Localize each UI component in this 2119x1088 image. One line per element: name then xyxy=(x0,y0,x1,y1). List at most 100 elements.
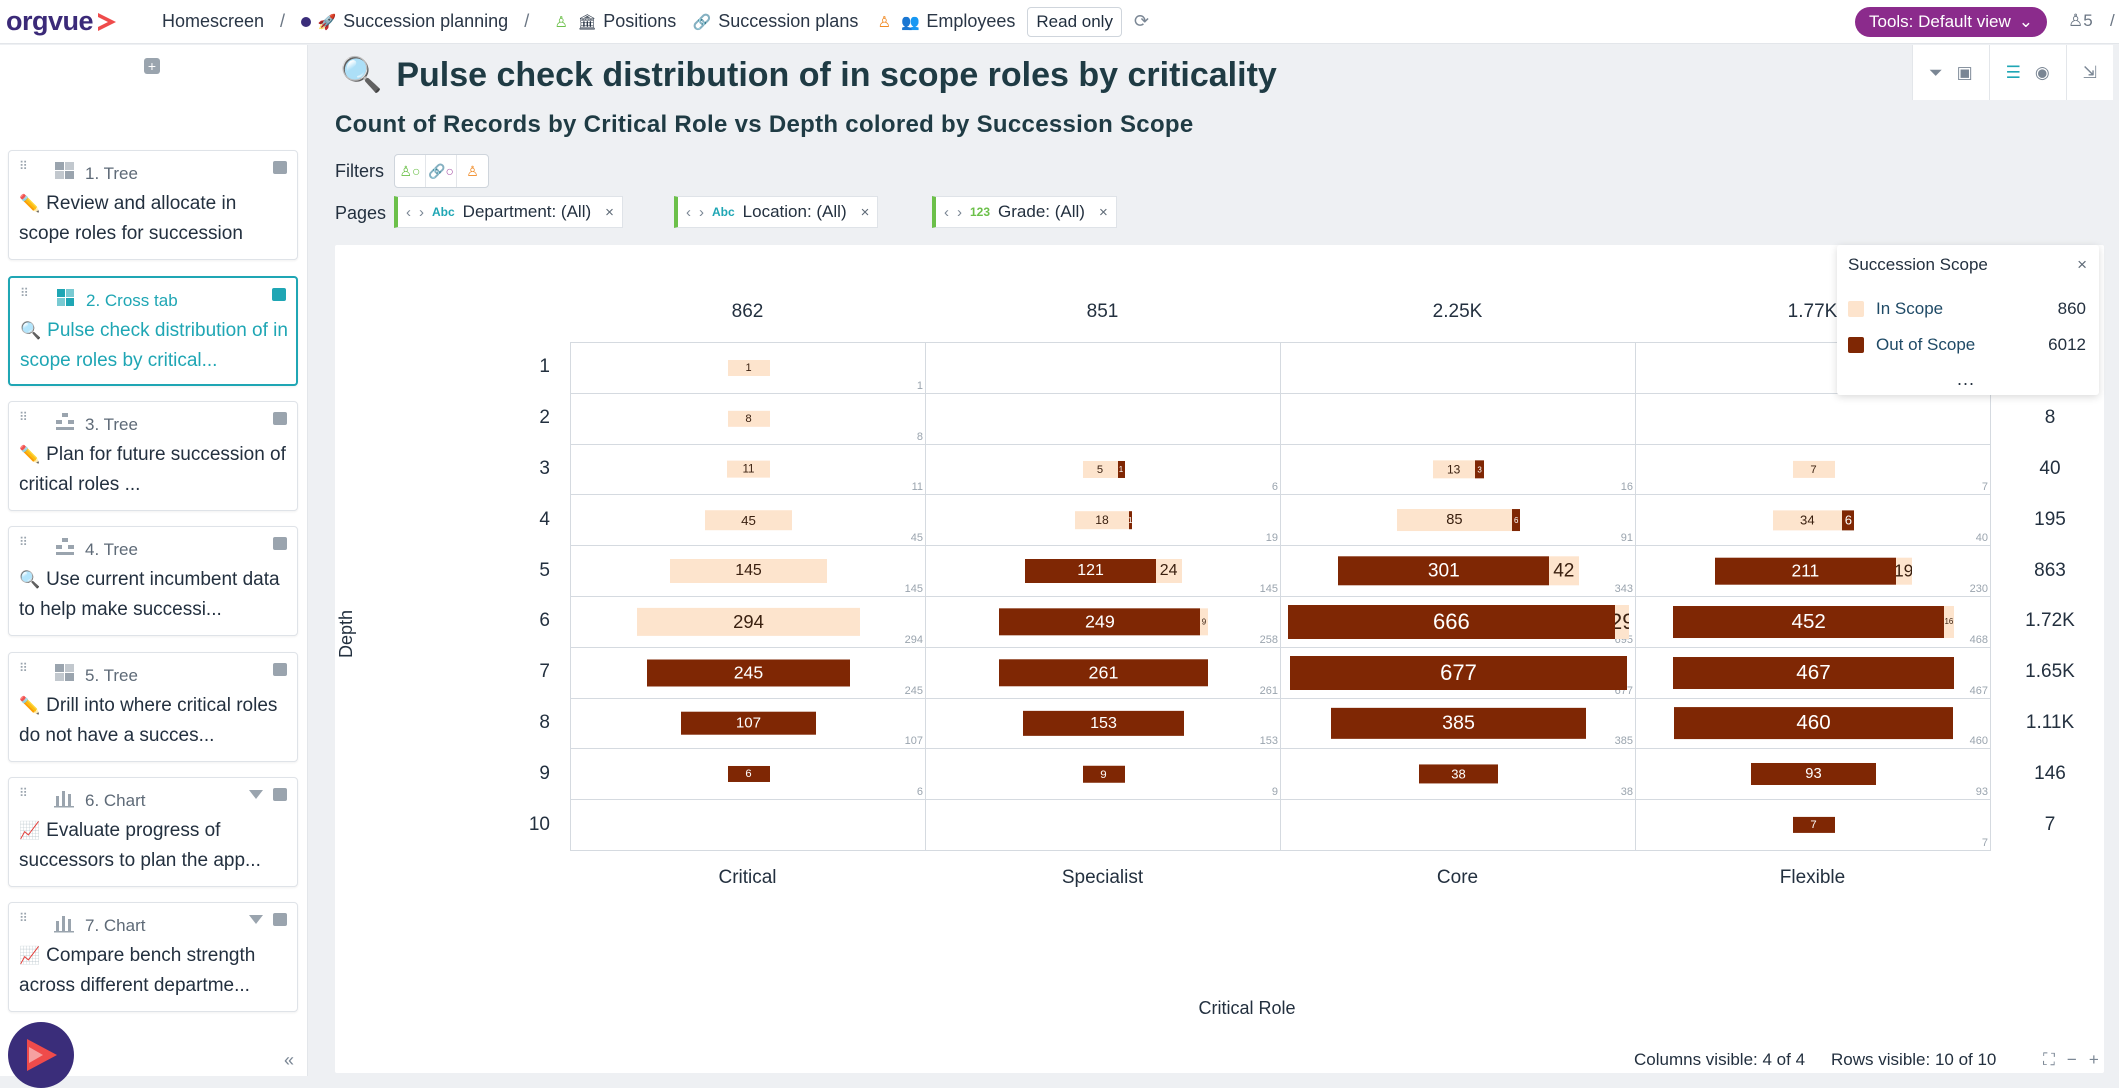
crosstab-cell[interactable]: 145 121 24 xyxy=(925,545,1281,597)
clear-page-icon[interactable]: × xyxy=(605,203,614,221)
copy-icon[interactable] xyxy=(273,412,287,425)
zoom-out-icon[interactable]: − xyxy=(2066,1050,2077,1069)
storyboard-step[interactable]: ⠿ 3. Tree ✏️ Plan for future succession of … xyxy=(8,401,298,511)
crosstab-cell[interactable]: 294 294 xyxy=(570,596,926,648)
copy-icon[interactable] xyxy=(273,161,287,174)
storyboard-step[interactable]: ⠿ 1. Tree ✏️ Review and allocate in scope r… xyxy=(8,150,298,260)
crosstab-cell[interactable]: 93 93 xyxy=(1635,748,1991,801)
drag-handle-icon[interactable]: ⠿ xyxy=(19,535,29,549)
bar-segment-out-of-scope[interactable]: 93 xyxy=(1750,763,1876,786)
bar-segment-in-scope[interactable]: 294 xyxy=(637,607,860,637)
filter-icon[interactable]: ⏷ xyxy=(1929,62,1943,82)
crosstab-cell[interactable]: 16 13 3 xyxy=(1280,443,1636,496)
crosstab-cell[interactable] xyxy=(925,342,1281,394)
clear-page-icon[interactable]: × xyxy=(1098,203,1108,221)
cell-bar[interactable]: 13 3 xyxy=(1432,460,1485,479)
bar-segment-out-of-scope[interactable]: 7 xyxy=(1792,816,1835,834)
list-settings-icon[interactable]: ☰ xyxy=(2005,62,2021,82)
cell-bar[interactable]: 11 xyxy=(727,461,770,478)
crosstab-cell[interactable]: 245 245 xyxy=(570,646,926,699)
bar-segment-in-scope[interactable]: 18 xyxy=(1075,511,1129,530)
copy-icon[interactable] xyxy=(273,788,287,801)
row-label[interactable]: 5 xyxy=(539,559,550,581)
cell-bar[interactable]: 467 xyxy=(1673,656,1954,689)
cell-bar[interactable]: 153 xyxy=(1023,711,1184,736)
bar-segment-out-of-scope[interactable]: 245 xyxy=(647,659,850,687)
crosstab-cell[interactable] xyxy=(1280,342,1636,394)
bar-segment-out-of-scope[interactable]: 301 xyxy=(1338,556,1550,586)
cell-bar[interactable]: 666 29 xyxy=(1287,604,1630,639)
cell-bar[interactable]: 38 xyxy=(1418,764,1499,784)
bar-segment-in-scope[interactable]: 24 xyxy=(1155,559,1182,584)
column-label[interactable]: Specialist xyxy=(1061,867,1144,888)
crosstab-cell[interactable]: 695 666 29 xyxy=(1280,596,1636,648)
bar-segment-out-of-scope[interactable]: 211 xyxy=(1715,557,1896,585)
cell-bar[interactable]: 85 6 xyxy=(1396,509,1521,532)
filter-succession-plans-icon[interactable]: 🔗○ xyxy=(426,155,457,187)
crosstab-cell[interactable] xyxy=(570,799,926,851)
cell-bar[interactable]: 7 xyxy=(1792,816,1835,834)
bar-segment-out-of-scope[interactable]: 261 xyxy=(998,658,1209,687)
storyboard-step[interactable]: ⠿ 5. Tree ✏️ Drill into where critical role… xyxy=(8,652,298,762)
bar-segment-in-scope[interactable]: 42 xyxy=(1549,556,1579,586)
crosstab-cell[interactable]: 343 301 42 xyxy=(1280,545,1636,597)
legend-item[interactable]: In Scope 860 xyxy=(1848,299,2086,319)
cell-bar[interactable]: 452 16 xyxy=(1673,605,1954,638)
clear-page-icon[interactable]: × xyxy=(860,203,870,221)
cell-bar[interactable]: 385 xyxy=(1331,708,1586,739)
crosstab-cell[interactable]: 40 34 6 xyxy=(1635,494,1991,547)
bar-segment-in-scope[interactable]: 13 xyxy=(1432,460,1475,479)
bar-segment-out-of-scope[interactable]: 1 xyxy=(1128,511,1132,530)
cell-bar[interactable]: 93 xyxy=(1750,763,1876,786)
cell-bar[interactable]: 34 6 xyxy=(1772,510,1855,530)
cell-bar[interactable]: 294 xyxy=(637,607,860,637)
drag-handle-icon[interactable]: ⠿ xyxy=(19,410,29,424)
bar-segment-in-scope[interactable]: 45 xyxy=(705,510,792,531)
crosstab-cell[interactable] xyxy=(1280,392,1636,445)
bar-segment-out-of-scope[interactable]: 467 xyxy=(1673,656,1954,689)
crosstab-cell[interactable] xyxy=(925,392,1281,445)
cell-bar[interactable]: 245 xyxy=(647,659,850,687)
bar-segment-in-scope[interactable]: 19 xyxy=(1895,557,1912,585)
close-legend-icon[interactable]: × xyxy=(2077,255,2087,274)
breadcrumb-employees[interactable]: ♙ 👥 Employees xyxy=(874,11,1016,32)
row-label[interactable]: 7 xyxy=(539,661,550,683)
breadcrumb-homescreen[interactable]: Homescreen xyxy=(162,11,265,31)
bar-segment-out-of-scope[interactable]: 153 xyxy=(1023,711,1184,736)
crosstab-cell[interactable] xyxy=(1635,392,1991,445)
prev-page-icon[interactable]: ‹ xyxy=(944,203,949,221)
crosstab-cell[interactable]: 258 249 9 xyxy=(925,596,1281,648)
filter-employees-icon[interactable]: ♙ xyxy=(466,162,479,179)
breadcrumb-succession-planning[interactable]: 🚀 Succession planning xyxy=(301,11,508,32)
fit-screen-icon[interactable]: ⛶ xyxy=(2043,1050,2055,1069)
cell-bar[interactable]: 211 19 xyxy=(1715,557,1912,585)
next-page-icon[interactable]: › xyxy=(699,203,704,221)
bar-segment-out-of-scope[interactable]: 9 xyxy=(1082,766,1125,783)
bar-segment-in-scope[interactable]: 85 xyxy=(1396,509,1513,532)
cell-bar[interactable]: 301 42 xyxy=(1338,556,1579,586)
bar-segment-in-scope[interactable]: 5 xyxy=(1082,461,1118,478)
drag-handle-icon[interactable]: ⠿ xyxy=(19,661,29,675)
page-selector[interactable]: ‹ › Abc Department: (All) × xyxy=(394,196,623,228)
row-label[interactable]: 3 xyxy=(539,458,550,479)
crosstab-cell[interactable]: 91 85 6 xyxy=(1280,494,1636,547)
cell-bar[interactable]: 7 xyxy=(1792,461,1835,478)
row-label[interactable]: 9 xyxy=(539,762,550,784)
breadcrumb-positions[interactable]: ♙ 🏛 Positions xyxy=(551,11,676,32)
bar-segment-out-of-scope[interactable]: 6 xyxy=(1512,509,1521,532)
crosstab-cell[interactable]: 38 38 xyxy=(1280,748,1636,801)
prev-page-icon[interactable]: ‹ xyxy=(686,203,691,221)
assistant-avatar[interactable] xyxy=(8,1022,74,1088)
bar-segment-in-scope[interactable]: 11 xyxy=(727,461,770,478)
crosstab-cell[interactable]: 19 18 1 xyxy=(925,494,1281,547)
tools-view-dropdown[interactable]: Tools: Default view ⌄ xyxy=(1855,7,2047,37)
palette-icon[interactable]: ◉ xyxy=(2034,62,2050,82)
add-step-icon[interactable]: + xyxy=(144,58,160,74)
zoom-in-icon[interactable]: + xyxy=(2088,1050,2099,1069)
crosstab-cell[interactable]: 467 467 xyxy=(1635,646,1991,699)
crosstab-cell[interactable]: 261 261 xyxy=(925,646,1281,699)
column-label[interactable]: Critical xyxy=(718,867,777,888)
